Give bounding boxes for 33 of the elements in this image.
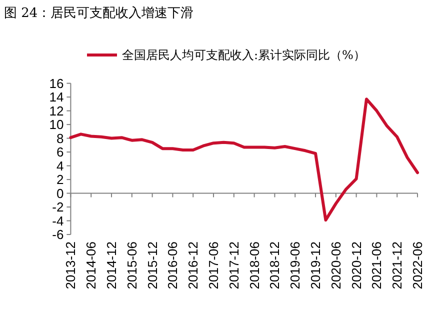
- y-tick-label: 0: [56, 186, 64, 201]
- x-tick-label: 2019-06: [288, 242, 303, 290]
- x-tick-label: 2018-12: [267, 242, 282, 290]
- y-tick-label: 4: [56, 158, 64, 174]
- x-tick-label: 2017-06: [206, 242, 221, 290]
- y-tick-label: 12: [49, 103, 64, 118]
- x-tick-label: 2019-12: [308, 242, 323, 290]
- y-tick-label: 14: [49, 90, 64, 105]
- y-tick-label: 2: [56, 172, 64, 188]
- line-series: [69, 98, 419, 222]
- x-tick-label: 2014-12: [104, 242, 119, 290]
- y-tick-label: 8: [56, 130, 64, 146]
- x-tick-label: 2021-12: [390, 242, 405, 290]
- x-tick-label: 2013-12: [63, 242, 78, 290]
- y-tick-label: 10: [49, 117, 64, 132]
- x-tick-label: 2016-12: [186, 242, 201, 290]
- x-tick-label: 2020-06: [328, 242, 344, 290]
- x-tick-label: 2017-12: [226, 242, 242, 290]
- x-tick-label: 2015-12: [144, 242, 160, 290]
- y-tick-label: 16: [49, 76, 64, 91]
- x-tick-label: 2022-06: [410, 242, 425, 290]
- y-tick-label: -6: [52, 227, 64, 242]
- chart-title: 图 24：居民可支配收入增速下滑: [4, 6, 194, 21]
- x-tick-label: 2015-06: [124, 242, 140, 290]
- x-tick-label: 2016-06: [165, 242, 180, 290]
- x-tick-label: 2018-06: [246, 242, 262, 290]
- legend-label: 全国居民人均可支配收入:累计实际同比（%）: [122, 48, 366, 62]
- x-tick-label: 2021-06: [369, 242, 384, 290]
- x-tick-label: 2014-06: [84, 242, 99, 290]
- y-tick-label: 6: [56, 144, 64, 160]
- x-tick-label: 2020-12: [348, 242, 364, 290]
- y-tick-label: -4: [52, 213, 64, 228]
- y-tick-label: -2: [52, 200, 64, 215]
